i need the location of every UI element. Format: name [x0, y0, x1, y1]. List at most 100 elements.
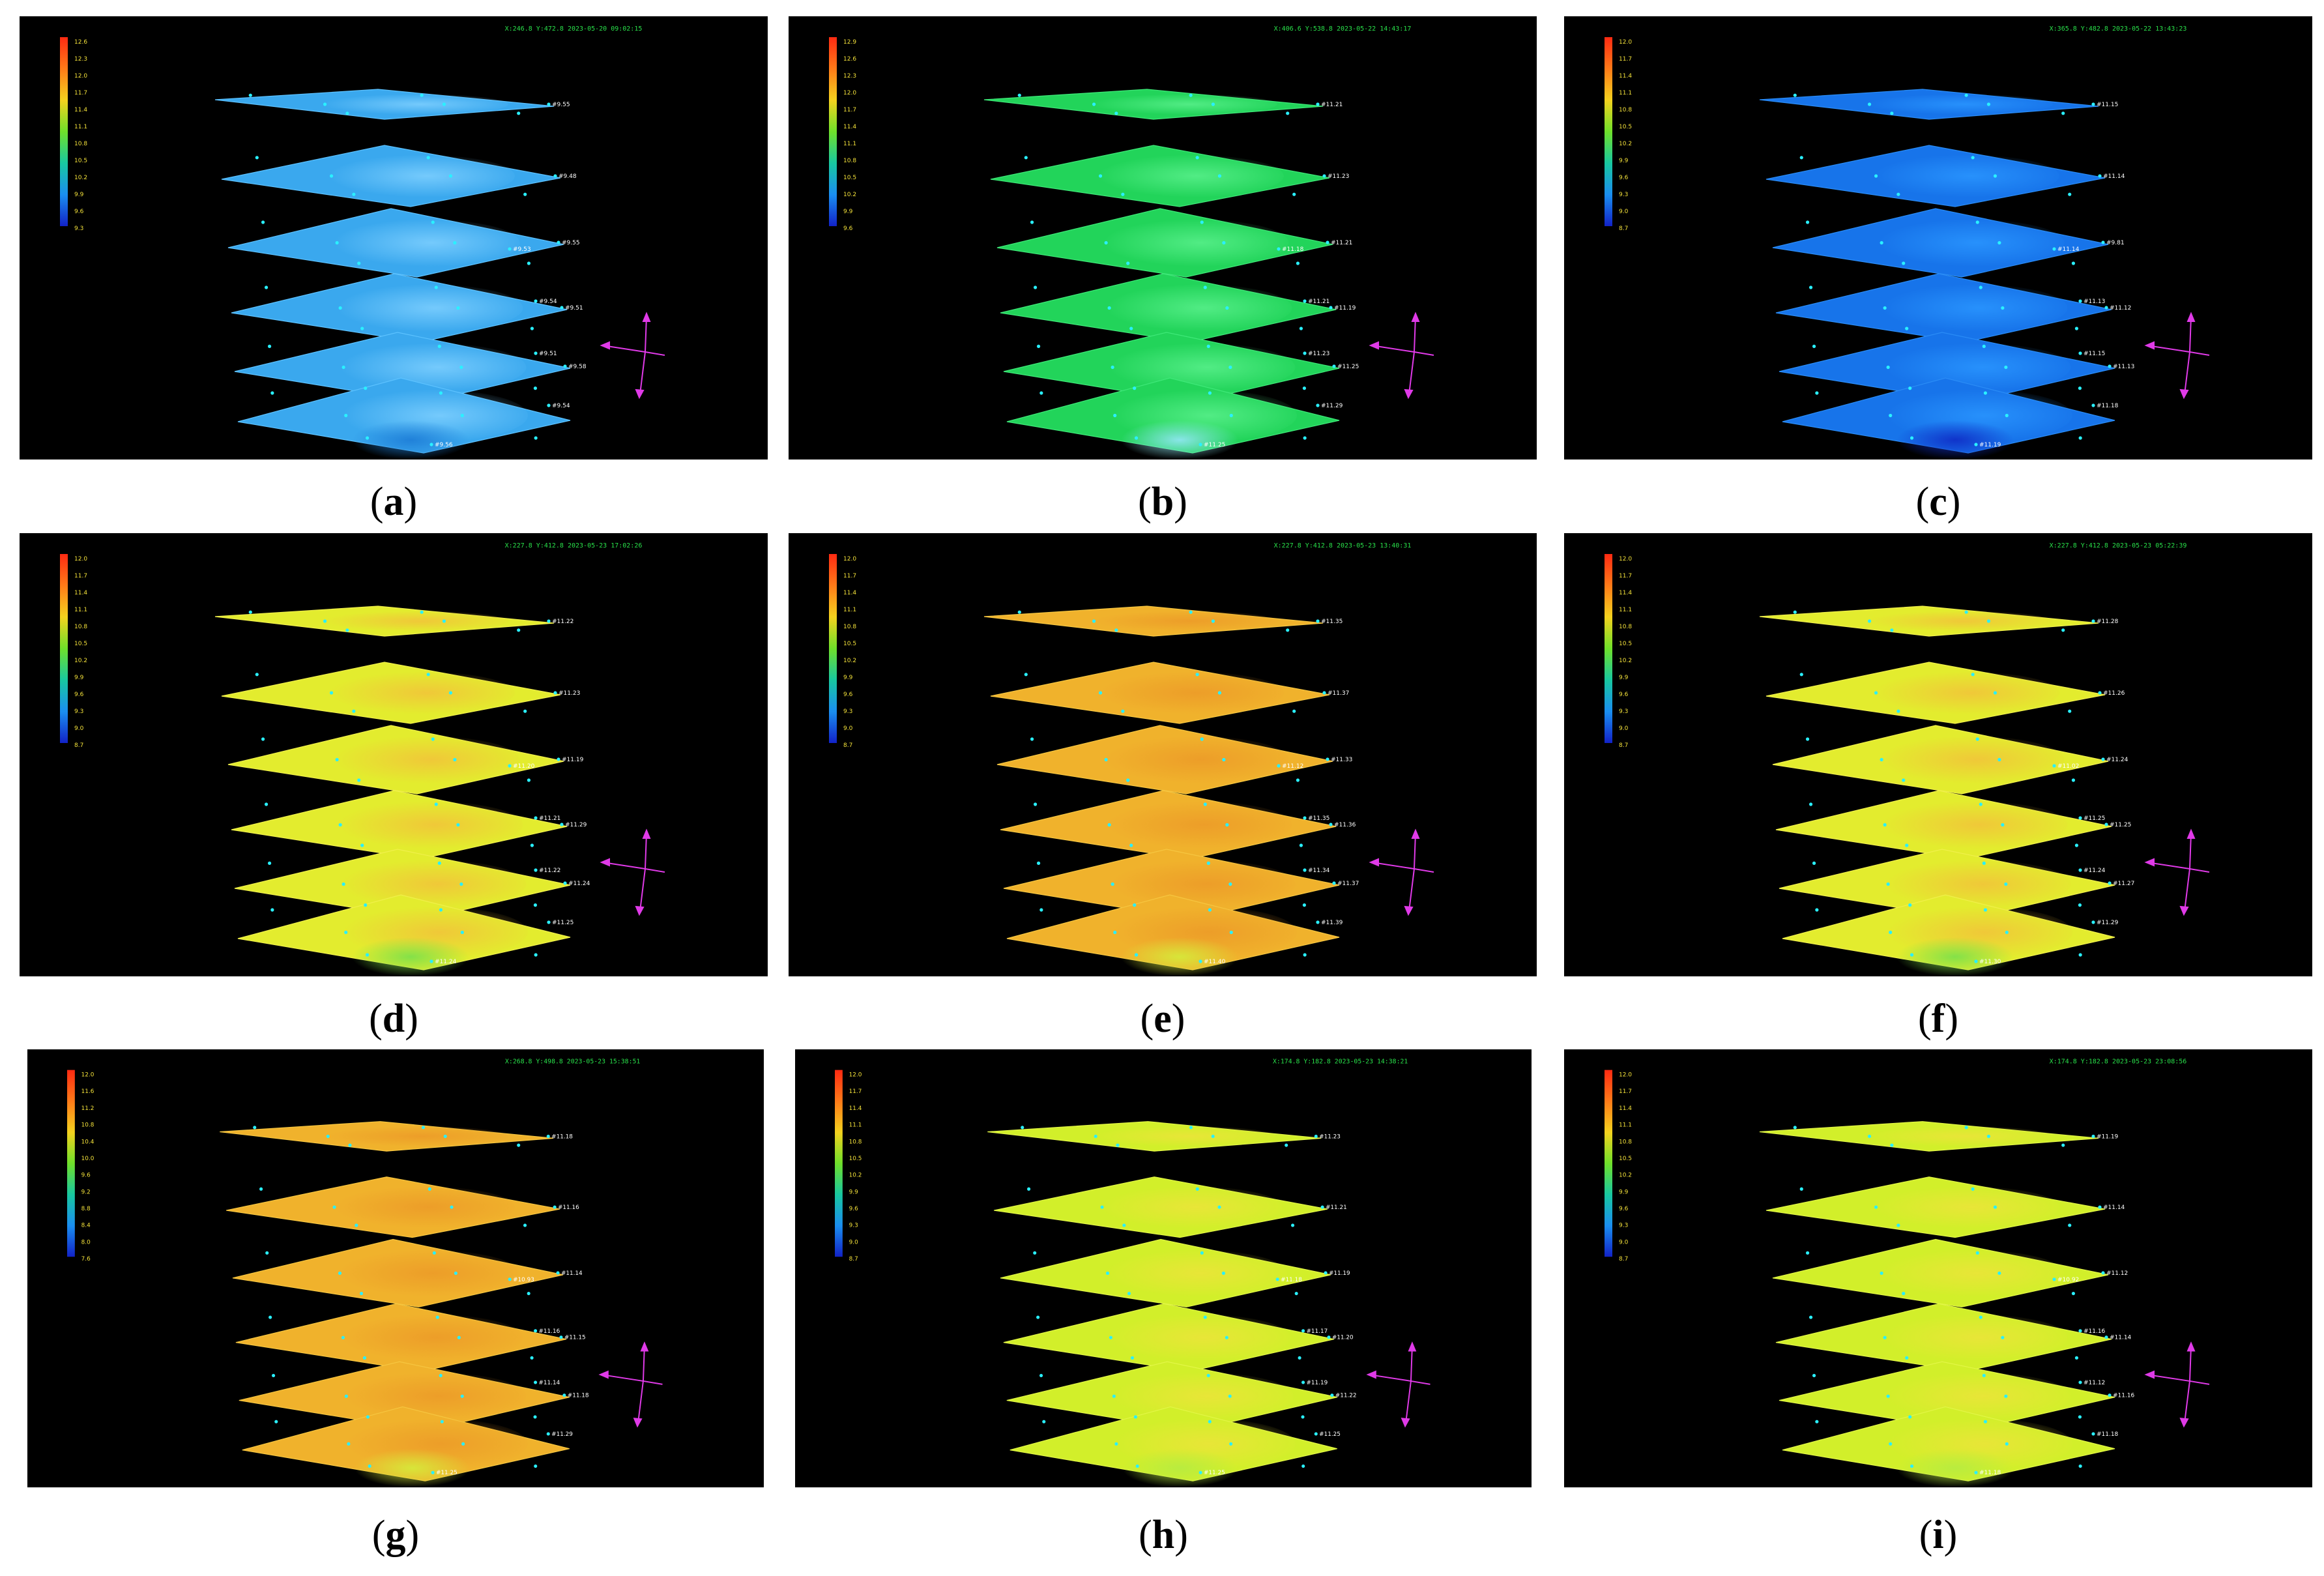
- color-scale-tick: 11.4: [843, 590, 856, 596]
- sensor-point: [1033, 802, 1038, 806]
- sensor-point: [1221, 1271, 1225, 1275]
- color-scale-tick: 11.1: [1619, 90, 1632, 96]
- sensor-point: [508, 247, 512, 251]
- sensor-point: [1277, 764, 1281, 768]
- sensor-point: [2078, 1464, 2082, 1468]
- sensor-point: [1303, 351, 1307, 355]
- sensor-point: [508, 1277, 512, 1281]
- sensor-value-label: #11.22: [1335, 1393, 1357, 1399]
- sensor-point: [563, 881, 567, 885]
- color-scale-tick: 10.2: [1619, 141, 1632, 147]
- sensor-point: [1222, 757, 1226, 762]
- sensor-point: [2078, 953, 2082, 957]
- sensor-point: [547, 102, 551, 106]
- color-scale-tick: 11.1: [74, 124, 87, 130]
- sensor-point: [2078, 903, 2082, 907]
- color-scale-tick: 10.8: [849, 1139, 862, 1145]
- heat-region: [1872, 1313, 2068, 1362]
- sensor-point: [1896, 1223, 1900, 1227]
- sensor-value-label: #11.14: [2057, 246, 2080, 253]
- sensor-value-label: #11.39: [1321, 920, 1343, 926]
- sensor-value-label: #11.12: [2106, 1270, 2128, 1277]
- sensor-point: [1316, 102, 1320, 106]
- sensor-point: [534, 1464, 538, 1468]
- sensor-point: [1134, 436, 1139, 440]
- visualization-view-g[interactable]: 12.0 11.6 11.2 10.8 10.4 10.0 9.6 9.2 8.8 8.4 8.0 7…: [27, 1049, 764, 1487]
- visualization-view-i[interactable]: 12.0 11.7 11.4 11.1 10.8 10.5 10.2 9.9 9.6 9.3 9.0…: [1564, 1049, 2312, 1487]
- color-scale-tick: 11.1: [843, 141, 856, 147]
- sensor-point: [523, 709, 527, 713]
- sensor-point: [326, 1134, 330, 1138]
- sensor-point: [1098, 691, 1103, 695]
- sensor-point: [2005, 413, 2009, 418]
- cold-region: [1896, 420, 2014, 460]
- sensor-point: [1217, 691, 1222, 695]
- visualization-view-d[interactable]: 12.0 11.7 11.4 11.1 10.8 10.5 10.2 9.9 9.6 9.3 9.0…: [20, 533, 768, 976]
- sensor-point: [2004, 365, 2008, 370]
- axis-gizmo-icon[interactable]: [2144, 828, 2210, 916]
- axis-gizmo-icon[interactable]: [600, 828, 665, 916]
- sensor-point: [271, 1373, 276, 1378]
- subfigure-caption-h: (h): [1139, 1513, 1188, 1557]
- sensor-point: [259, 1187, 263, 1191]
- color-scale-tick: 12.0: [74, 556, 87, 562]
- caption-letter: g: [385, 1513, 406, 1557]
- sensor-point: [1964, 610, 1968, 614]
- sensor-value-label: #11.17: [1307, 1328, 1328, 1335]
- heat-region: [1864, 1186, 2059, 1229]
- color-scale-tick: 9.9: [849, 1189, 858, 1195]
- sensor-point: [1229, 413, 1233, 418]
- sensor-point: [2078, 1415, 2082, 1419]
- visualization-view-c[interactable]: 12.0 11.7 11.4 11.1 10.8 10.5 10.2 9.9 9.6 9.3 9.0…: [1564, 16, 2312, 460]
- sensor-point: [2098, 691, 2102, 695]
- heat-region: [1868, 218, 2065, 267]
- color-scale-tick: 10.5: [849, 1156, 862, 1162]
- sensor-point: [364, 387, 368, 390]
- axis-gizmo-icon[interactable]: [1369, 828, 1434, 916]
- sensor-point: [1129, 327, 1133, 330]
- sensor-point: [323, 102, 327, 106]
- sensor-point: [1292, 192, 1296, 196]
- color-scale-tick: 8.7: [74, 742, 83, 749]
- color-scale-tick: 10.5: [74, 641, 87, 647]
- heat-region: [1098, 1313, 1291, 1362]
- axis-gizmo-icon[interactable]: [1366, 1341, 1431, 1428]
- sensor-value-label: #11.23: [1308, 351, 1329, 357]
- sensor-value-label: #11.21: [1326, 1204, 1347, 1211]
- axis-gizmo-icon[interactable]: [600, 312, 665, 400]
- sensor-point: [2078, 868, 2082, 872]
- sensor-point: [2101, 757, 2105, 761]
- visualization-view-a[interactable]: 12.6 12.3 12.0 11.7 11.4 11.1 10.8 10.5 10.2 9.9 9…: [20, 16, 768, 460]
- visualization-view-e[interactable]: 12.0 11.7 11.4 11.1 10.8 10.5 10.2 9.9 9.6 9.3 9.0…: [789, 533, 1537, 976]
- sensor-point: [1332, 364, 1336, 368]
- visualization-view-f[interactable]: 12.0 11.7 11.4 11.1 10.8 10.5 10.2 9.9 9.6 9.3 9.0…: [1564, 533, 2312, 976]
- axis-gizmo-icon[interactable]: [2144, 1341, 2210, 1428]
- sensor-point: [1910, 953, 1914, 957]
- sensor-value-label: #11.16: [2084, 1328, 2106, 1335]
- sensor-point: [1200, 737, 1204, 741]
- sensor-point: [431, 737, 435, 741]
- color-scale-tick: 11.7: [843, 573, 856, 579]
- heat-region: [330, 860, 527, 909]
- axis-gizmo-icon[interactable]: [1369, 312, 1434, 400]
- sensor-point: [1104, 241, 1108, 245]
- color-scale-tick: 9.3: [74, 226, 83, 232]
- axis-gizmo-icon[interactable]: [2144, 312, 2210, 400]
- sensor-point: [1301, 1329, 1305, 1333]
- sensor-value-label: #11.15: [564, 1335, 586, 1341]
- sensor-point: [533, 1415, 537, 1419]
- cold-region: [355, 1448, 471, 1487]
- sensor-point: [341, 882, 345, 886]
- sensor-point: [556, 1271, 560, 1275]
- sensor-point: [1033, 1251, 1037, 1255]
- sensor-point: [453, 757, 457, 762]
- sensor-point: [420, 93, 424, 97]
- visualization-view-b[interactable]: 12.9 12.6 12.3 12.0 11.7 11.4 11.1 10.8 10.5 10.2…: [789, 16, 1537, 460]
- visualization-view-h[interactable]: 12.0 11.7 11.4 11.1 10.8 10.5 10.2 9.9 9.6 9.3 9.0…: [795, 1049, 1532, 1487]
- sensor-point: [429, 959, 433, 963]
- sensor-point: [1799, 1187, 1803, 1191]
- sensor-point: [348, 1143, 352, 1147]
- color-scale-tick: 10.2: [1619, 658, 1632, 664]
- sensor-point: [1905, 843, 1909, 847]
- axis-gizmo-icon[interactable]: [598, 1341, 663, 1428]
